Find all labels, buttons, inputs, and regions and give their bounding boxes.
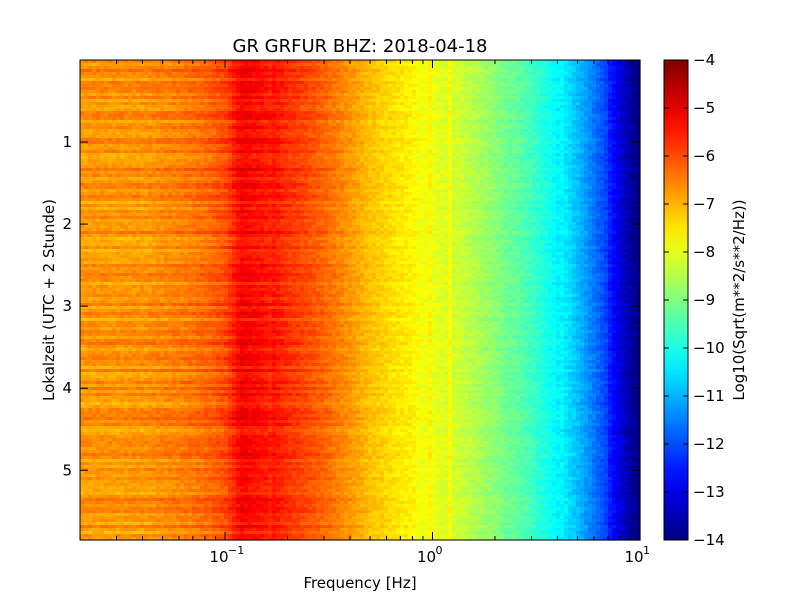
chart-title: GR GRFUR BHZ: 2018-04-18 bbox=[233, 36, 488, 57]
heatmap-cells bbox=[80, 60, 641, 541]
